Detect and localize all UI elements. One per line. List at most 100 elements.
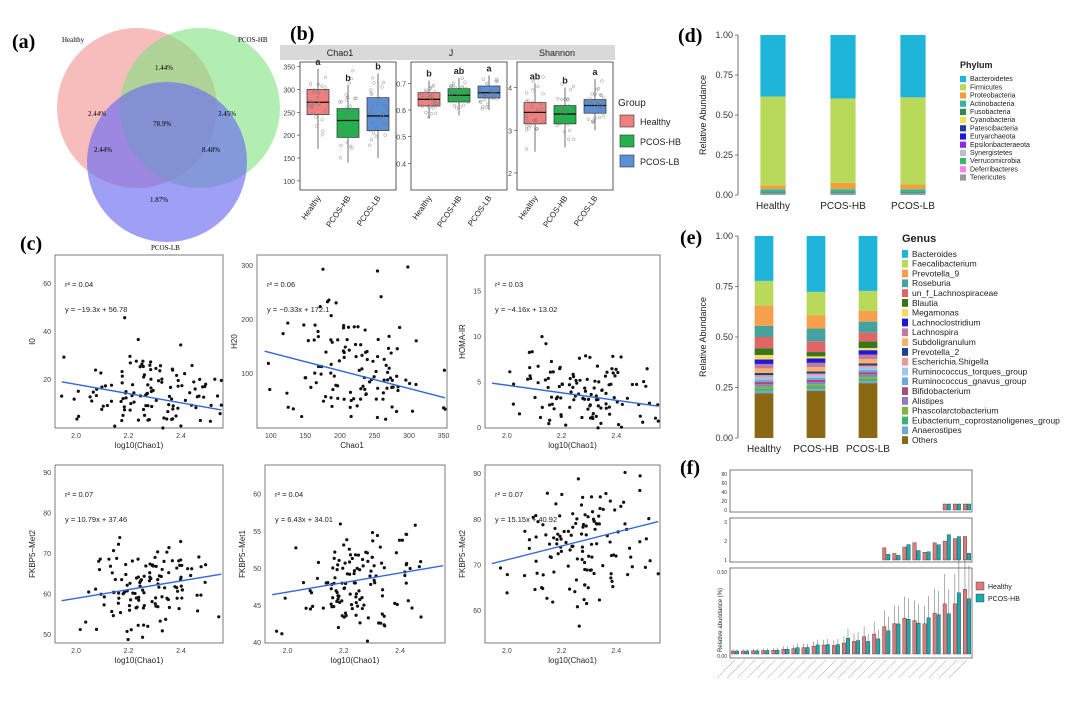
y-tick-label: 60 <box>721 481 727 487</box>
data-point <box>348 390 353 394</box>
data-point <box>120 381 124 385</box>
venn-region-healthy-lb: 2.44% <box>94 146 112 154</box>
r-squared-label: r² = 0.04 <box>65 280 93 289</box>
data-point <box>595 522 599 526</box>
jitter-point <box>591 103 595 107</box>
data-point <box>286 405 290 409</box>
taxon-box <box>856 640 860 655</box>
data-point <box>355 604 360 608</box>
bar-segment <box>900 192 926 194</box>
data-point <box>583 513 587 517</box>
x-tick-label-illegible <box>797 659 816 679</box>
data-point <box>119 399 123 404</box>
data-point <box>175 596 179 600</box>
facet-strip <box>391 45 509 60</box>
data-point <box>142 591 146 595</box>
x-tick-label: 2.4 <box>176 648 186 655</box>
legend-title: Genus <box>902 233 936 245</box>
data-point <box>609 572 613 576</box>
facet-frame <box>729 517 973 563</box>
data-point <box>535 571 539 575</box>
data-point <box>336 396 340 400</box>
data-point <box>406 599 410 603</box>
scatter-plot-5: 2.0 2.2 2.4 40 45 50 55 60 log10(Chao1) FKBP5−Met… <box>238 464 446 665</box>
facet-row-3: 0.00 0.50 <box>717 567 973 660</box>
data-point <box>76 389 80 393</box>
data-point <box>596 426 600 430</box>
data-point <box>336 625 341 630</box>
y-tick-label: 3 <box>508 128 512 135</box>
data-point <box>601 564 605 568</box>
data-point <box>125 583 129 587</box>
y-tick-label: 1 <box>724 558 727 564</box>
data-point <box>384 417 388 421</box>
data-point <box>313 371 317 375</box>
x-tick-label: 300 <box>403 433 415 440</box>
data-point <box>558 534 562 538</box>
data-point <box>634 382 639 386</box>
data-point <box>586 397 591 402</box>
data-point <box>167 571 171 575</box>
data-point <box>348 405 352 409</box>
data-point <box>627 546 632 550</box>
jitter-point <box>307 104 311 108</box>
data-point <box>604 406 608 410</box>
legend-label: Ruminococcus_torques_group <box>912 366 1028 376</box>
data-point <box>127 604 132 608</box>
bar-segment <box>858 372 878 375</box>
bar-segment <box>900 97 926 185</box>
data-point <box>329 587 333 591</box>
data-point <box>358 621 362 625</box>
data-point <box>610 367 614 371</box>
bar-segment <box>754 381 774 385</box>
data-point <box>638 474 642 478</box>
data-point <box>622 500 626 504</box>
facet-frame <box>729 567 973 659</box>
data-point <box>98 557 102 561</box>
data-point <box>97 567 102 572</box>
regression-line <box>272 564 444 596</box>
bar-segment <box>754 384 774 387</box>
data-point <box>580 557 584 562</box>
data-point <box>372 564 376 568</box>
stacked-bar-pcos-hb: PCOS-HB <box>793 236 839 455</box>
data-point <box>643 565 648 569</box>
data-point <box>157 574 162 578</box>
data-point <box>371 539 375 543</box>
legend-label: Bacteroides <box>912 249 957 259</box>
data-point <box>115 556 119 560</box>
jitter-point <box>541 75 545 79</box>
data-point <box>158 364 163 368</box>
legend-swatch <box>902 279 908 288</box>
legend-swatch <box>902 269 908 278</box>
taxon-box <box>785 649 790 655</box>
jitter-point <box>566 122 570 126</box>
jitter-point <box>483 95 487 99</box>
legend-swatch <box>902 289 908 297</box>
data-point <box>110 609 114 614</box>
signif-letter: b <box>345 73 351 83</box>
data-point <box>136 337 140 342</box>
bar-segment <box>806 356 826 359</box>
data-point <box>162 416 166 420</box>
data-point <box>148 363 152 367</box>
jitter-point <box>600 104 604 109</box>
data-point <box>553 526 557 531</box>
data-point <box>330 404 334 409</box>
data-point <box>176 406 180 410</box>
data-point <box>571 512 575 516</box>
data-point <box>342 355 346 359</box>
data-point <box>324 350 328 354</box>
legend-label: Ruminococcus_gnavus_group <box>912 376 1027 386</box>
legend-label: Firmicutes <box>970 84 1003 91</box>
data-point <box>575 557 579 561</box>
signif-letter: b <box>426 69 432 79</box>
data-point <box>410 409 415 413</box>
data-point <box>568 548 572 552</box>
data-point <box>579 503 584 507</box>
data-point <box>93 368 98 372</box>
data-point <box>540 334 544 339</box>
jitter-point <box>534 119 538 123</box>
data-point <box>345 538 349 542</box>
venn-region-hb-lb: 8.48% <box>202 146 220 154</box>
